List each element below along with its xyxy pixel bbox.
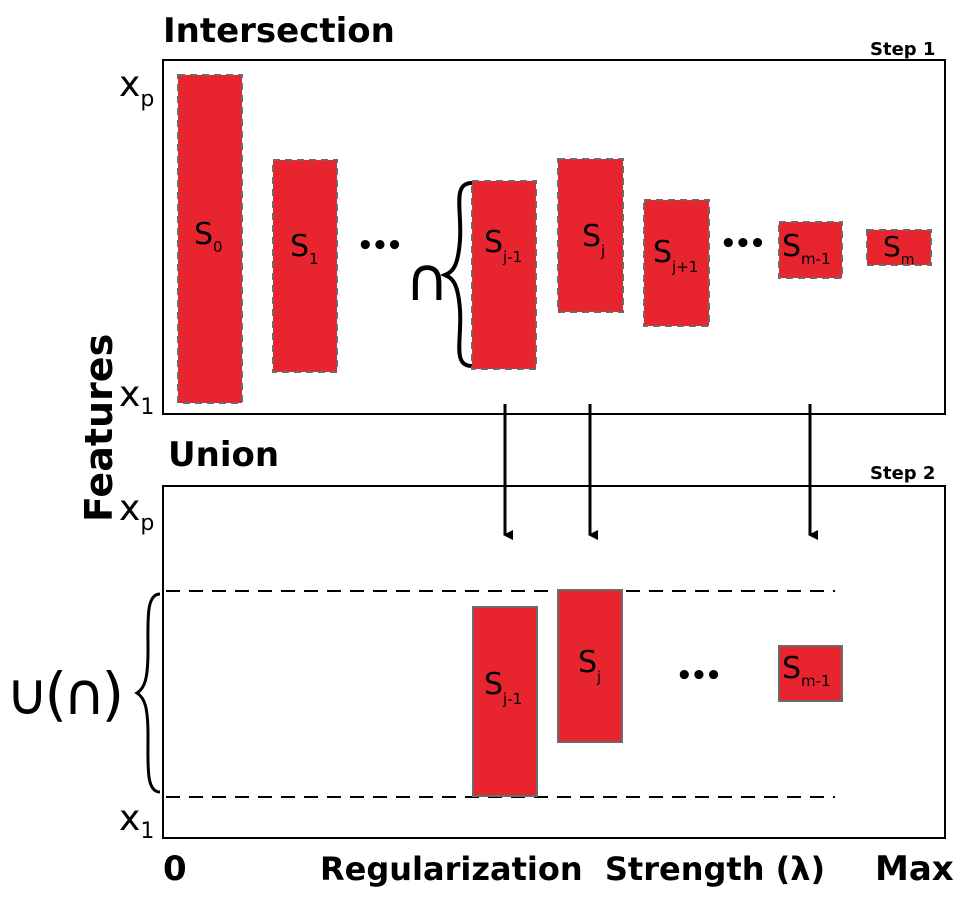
top-panel-title: Intersection [163, 11, 395, 51]
union-intersection-operator: ∪(∩) [6, 660, 120, 728]
union-bar-sj [557, 589, 623, 743]
bar-s0-label: S0 [194, 217, 223, 256]
bar-sj+1 [643, 199, 710, 327]
union-bar-sj-1 [472, 606, 538, 797]
y-axis-label: Features [77, 334, 121, 522]
top-panel-step: Step 1 [870, 39, 935, 60]
top-y-top-label: xp [119, 64, 154, 112]
bottom-panel-step: Step 2 [870, 463, 935, 484]
bar-s1-label: S1 [290, 229, 319, 268]
bar-sm-1 [778, 221, 843, 279]
x-axis-min: 0 [163, 849, 187, 889]
bar-sm [866, 229, 932, 266]
bottom-brace [134, 592, 161, 794]
bar-sm-label: Sm [883, 230, 914, 268]
union-bar-sj-label: Sj [578, 645, 601, 686]
bar-sj [557, 158, 624, 313]
bar-sm-1-label: Sm-1 [782, 229, 831, 268]
bar-sj-1 [471, 180, 537, 370]
bar-sj+1-label: Sj+1 [653, 235, 698, 276]
bar-s1 [272, 159, 338, 373]
union-bar-sj-1-label: Sj-1 [484, 667, 522, 708]
bottom-panel-frame [162, 485, 946, 839]
top-y-bottom-label: x1 [119, 374, 154, 420]
bottom-y-top-label: xp [119, 488, 154, 536]
bar-s0 [177, 74, 243, 404]
x-axis-max: Max [875, 849, 954, 889]
top-panel-frame [162, 59, 946, 415]
bottom-ellipsis: ••• [676, 661, 720, 691]
top-ellipsis-1: ••• [357, 231, 401, 261]
x-axis-label: Regularization Strength (λ) [320, 850, 825, 888]
bottom-y-bottom-label: x1 [119, 798, 154, 844]
top-intersection-operator: ∩ [405, 245, 449, 315]
top-ellipsis-2: ••• [720, 229, 764, 259]
bar-sj-1-label: Sj-1 [484, 225, 522, 266]
union-bar-sm-1 [778, 645, 843, 702]
bottom-panel-title: Union [168, 435, 279, 475]
bar-sj-label: Sj [582, 219, 605, 260]
top-brace [439, 181, 473, 368]
union-bar-sm-1-label: Sm-1 [782, 651, 831, 690]
